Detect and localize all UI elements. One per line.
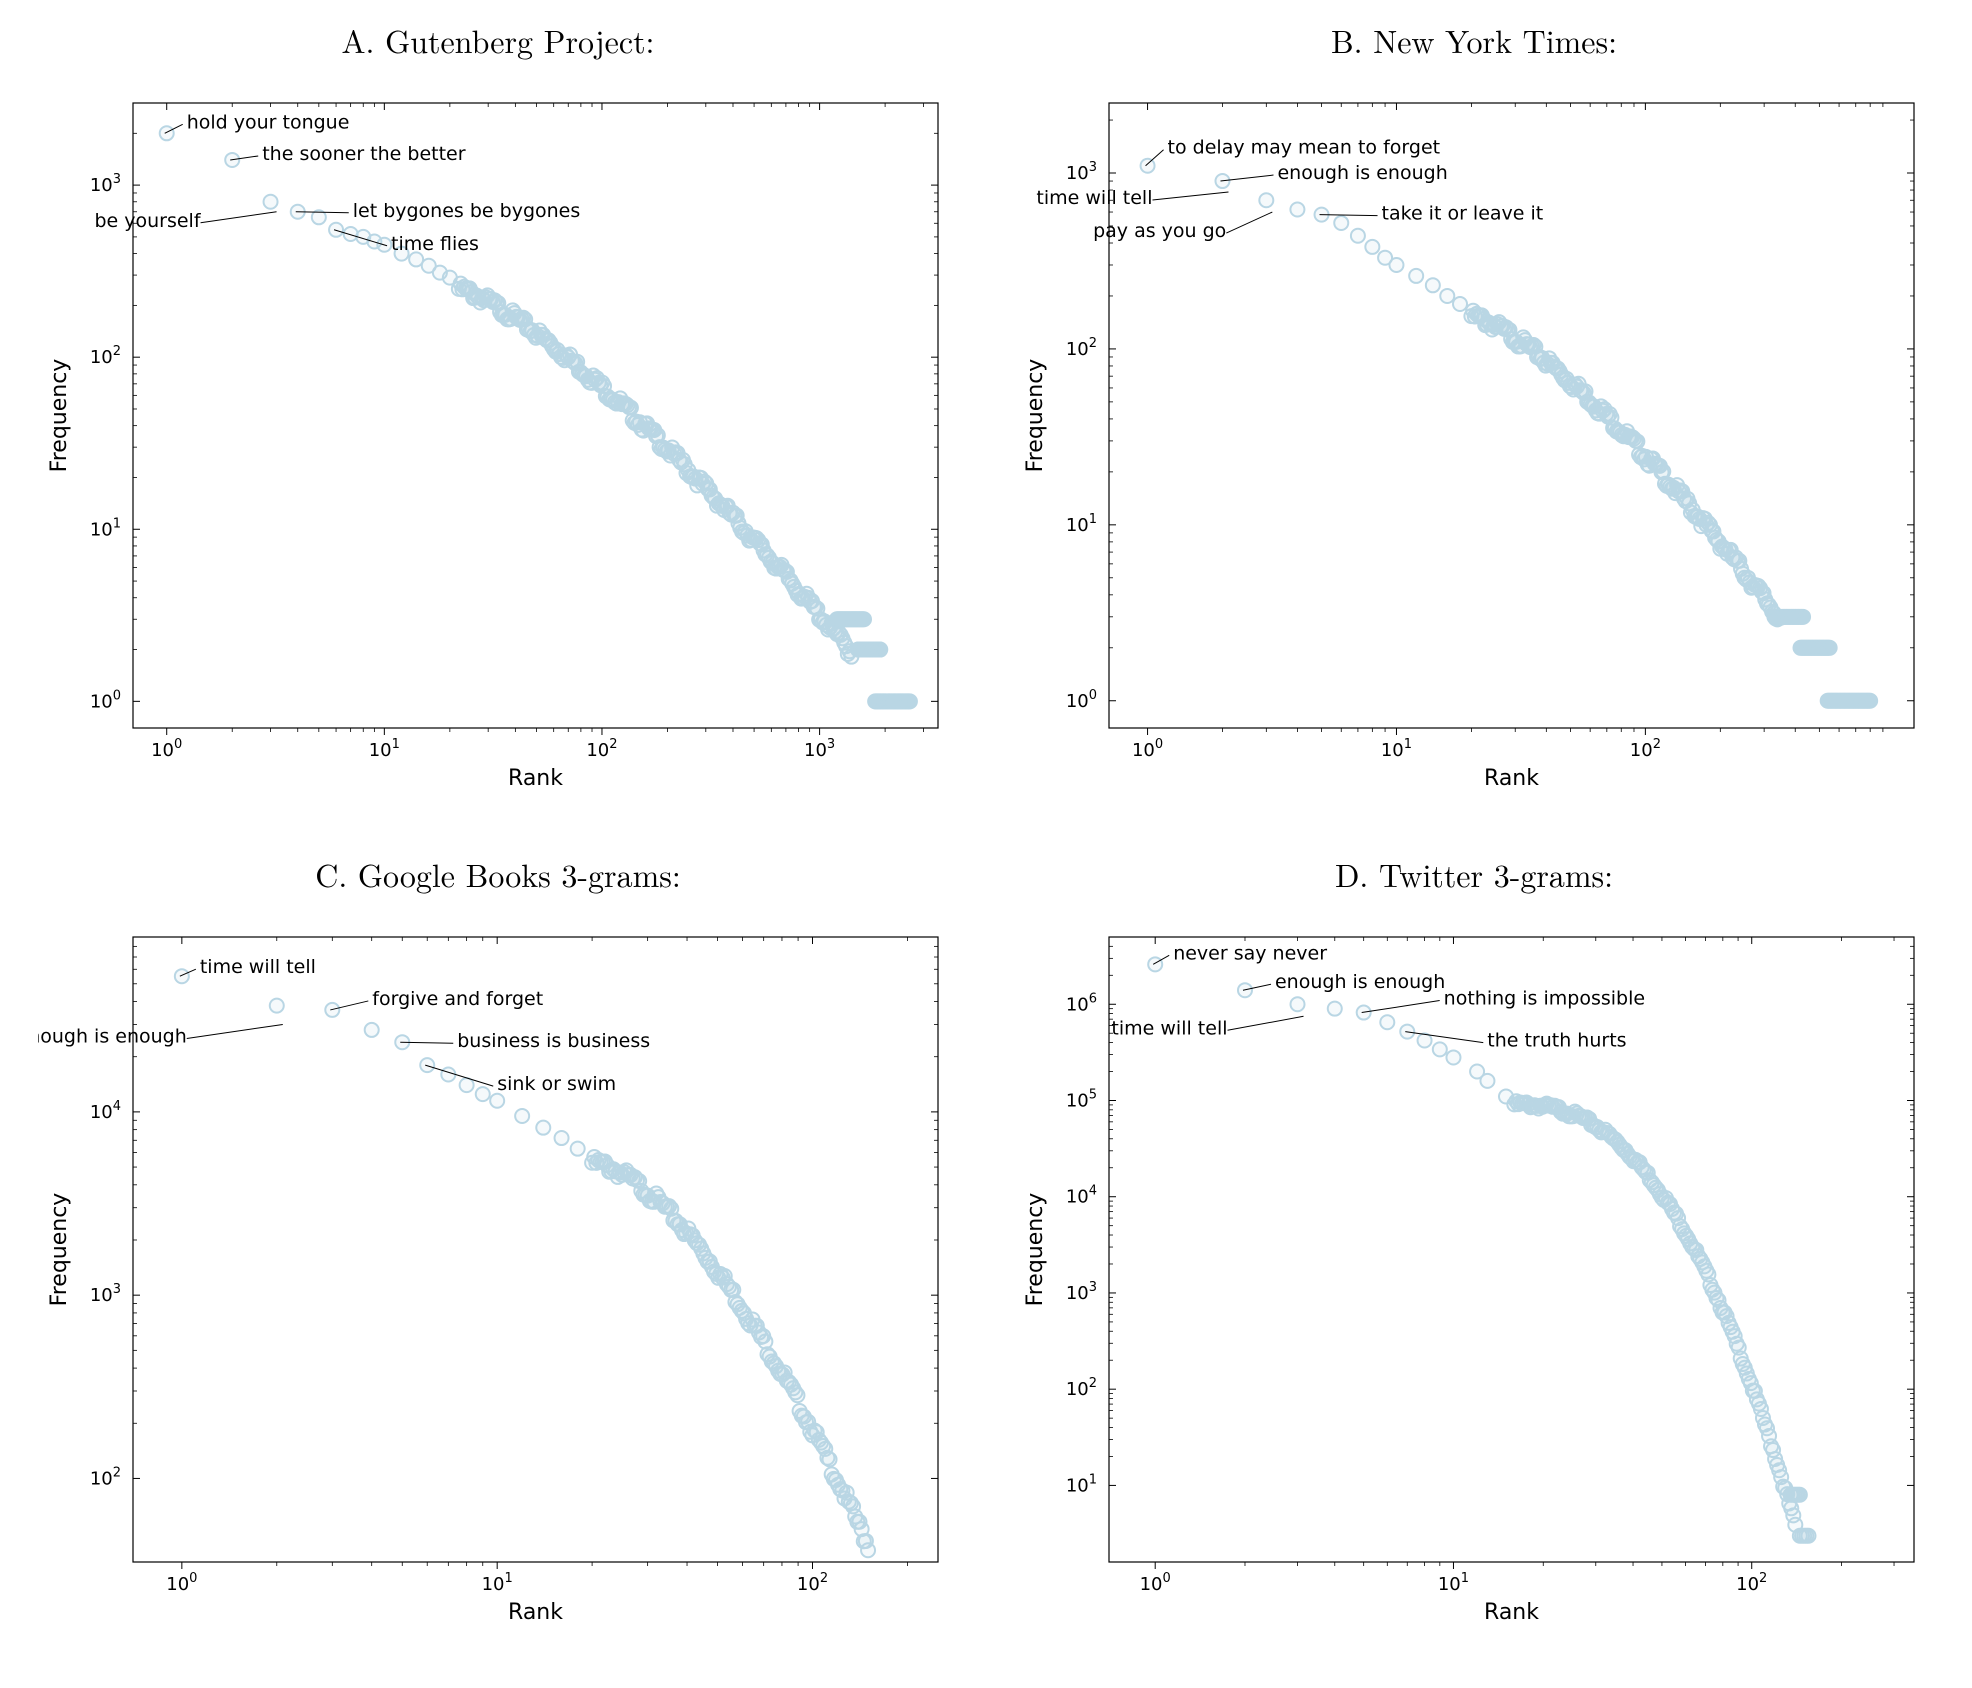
svg-text:102: 102 <box>1736 1571 1767 1595</box>
svg-text:Frequency: Frequency <box>1023 1193 1048 1307</box>
panel-A-plot: 100 101 102 103 100 101 102 103 Rank Frequency hol… <box>38 83 958 803</box>
svg-text:105: 105 <box>1066 1087 1097 1111</box>
svg-text:104: 104 <box>90 1099 121 1123</box>
panel-A: A. Gutenberg Project: 100 101 102 103 100 101… <box>10 10 986 844</box>
svg-text:103: 103 <box>1066 160 1097 184</box>
panel-D-title: D. Twitter 3-grams: <box>1335 852 1613 897</box>
svg-text:102: 102 <box>90 1465 121 1489</box>
svg-text:100: 100 <box>90 688 121 712</box>
svg-text:102: 102 <box>1066 336 1097 360</box>
svg-text:let bygones be bygones: let bygones be bygones <box>353 200 581 222</box>
svg-text:106: 106 <box>1066 991 1097 1015</box>
svg-text:enough is enough: enough is enough <box>38 1025 187 1047</box>
svg-text:Frequency: Frequency <box>47 359 72 473</box>
svg-text:100: 100 <box>1066 688 1097 712</box>
svg-text:103: 103 <box>90 172 121 196</box>
panel-D-plot: 100 101 102 101 102 103 104 105 106 Rank Frequency… <box>1014 917 1934 1637</box>
panel-B: B. New York Times: 100 101 102 100 101 102 103… <box>986 10 1962 844</box>
panel-C-title: C. Google Books 3-grams: <box>315 852 681 897</box>
svg-text:Rank: Rank <box>1484 1600 1539 1625</box>
svg-text:time will tell: time will tell <box>1036 187 1152 209</box>
svg-text:business is business: business is business <box>457 1030 650 1052</box>
svg-text:100: 100 <box>151 737 182 761</box>
svg-text:Rank: Rank <box>508 766 563 791</box>
svg-text:103: 103 <box>1066 1280 1097 1304</box>
svg-text:Frequency: Frequency <box>47 1193 72 1307</box>
svg-text:100: 100 <box>1132 737 1163 761</box>
svg-text:101: 101 <box>1438 1571 1469 1595</box>
svg-text:sink or swim: sink or swim <box>497 1073 616 1095</box>
svg-text:101: 101 <box>482 1571 513 1595</box>
svg-text:102: 102 <box>1066 1376 1097 1400</box>
svg-text:hold your tongue: hold your tongue <box>187 111 350 133</box>
panel-A-title: A. Gutenberg Project: <box>342 18 655 63</box>
svg-text:Rank: Rank <box>508 1600 563 1625</box>
svg-text:enough is enough: enough is enough <box>1277 162 1447 184</box>
panel-B-title: B. New York Times: <box>1331 18 1617 63</box>
svg-text:101: 101 <box>1066 512 1097 536</box>
svg-text:102: 102 <box>90 344 121 368</box>
panel-D: D. Twitter 3-grams: 10010110210110210310… <box>986 844 1962 1678</box>
svg-text:pay as you go: pay as you go <box>1093 220 1226 242</box>
svg-text:102: 102 <box>1630 737 1661 761</box>
svg-text:102: 102 <box>797 1571 828 1595</box>
svg-text:100: 100 <box>1140 1571 1171 1595</box>
svg-text:time will tell: time will tell <box>1111 1017 1227 1039</box>
svg-text:forgive and forget: forgive and forget <box>372 988 543 1010</box>
panel-C: C. Google Books 3-grams: 100 101 102 102 103… <box>10 844 986 1678</box>
panel-B-plot: 100 101 102 100 101 102 103 Rank Frequency to del… <box>1014 83 1934 803</box>
figure-grid: A. Gutenberg Project: 100 101 102 103 100 101… <box>0 0 1972 1688</box>
svg-text:nothing is impossible: nothing is impossible <box>1444 988 1645 1010</box>
svg-text:Rank: Rank <box>1484 766 1539 791</box>
svg-text:101: 101 <box>369 737 400 761</box>
svg-text:Frequency: Frequency <box>1023 359 1048 473</box>
svg-text:the truth hurts: the truth hurts <box>1487 1030 1626 1052</box>
svg-text:101: 101 <box>1381 737 1412 761</box>
svg-text:take it or leave it: take it or leave it <box>1382 203 1544 225</box>
svg-text:time flies: time flies <box>391 233 479 255</box>
svg-text:time will tell: time will tell <box>200 956 316 978</box>
svg-text:103: 103 <box>90 1282 121 1306</box>
svg-text:102: 102 <box>586 737 617 761</box>
svg-text:101: 101 <box>90 516 121 540</box>
svg-text:never say never: never say never <box>1173 942 1327 964</box>
svg-text:to delay may mean to forget: to delay may mean to forget <box>1168 137 1441 159</box>
svg-text:be yourself: be yourself <box>94 210 201 232</box>
svg-text:the sooner the better: the sooner the better <box>262 143 466 165</box>
panel-C-plot: 100 101 102 102 103 104 Rank Frequency time will… <box>38 917 958 1637</box>
svg-text:100: 100 <box>166 1571 197 1595</box>
svg-text:enough is enough: enough is enough <box>1275 971 1445 993</box>
svg-text:104: 104 <box>1066 1184 1097 1208</box>
svg-text:103: 103 <box>804 737 835 761</box>
svg-text:101: 101 <box>1066 1472 1097 1496</box>
